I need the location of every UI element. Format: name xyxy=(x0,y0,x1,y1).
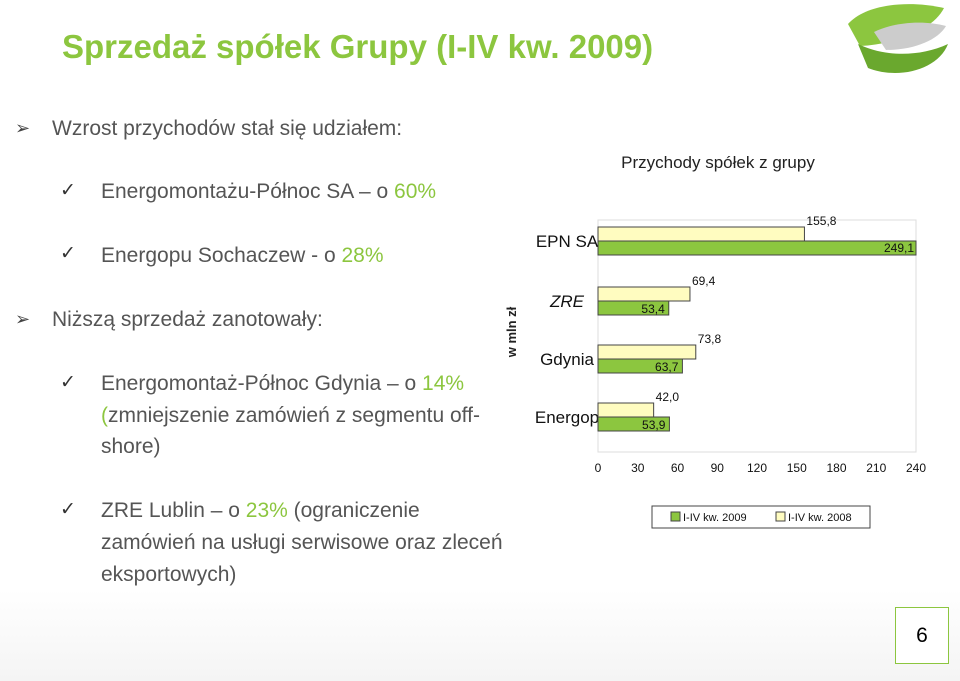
bullet-energomontaz-gdynia: Energomontaż-Północ Gdynia – o 14% xyxy=(101,373,464,394)
bullet-decline: Niższą sprzedaż zanotowały: xyxy=(52,308,323,331)
bullet-gdynia-detail-end: shore) xyxy=(101,435,161,458)
bar-2008 xyxy=(597,402,655,418)
slide-title: Sprzedaż spółek Grupy (I-IV kw. 2009) xyxy=(62,28,654,65)
x-tick-label: 90 xyxy=(711,461,725,475)
legend-box xyxy=(651,505,871,529)
bar-2009 xyxy=(597,300,670,316)
connector-text: – o xyxy=(353,180,395,203)
plot-area xyxy=(597,219,917,453)
paren-open: ( xyxy=(101,404,108,427)
x-tick-label: 240 xyxy=(906,461,926,475)
bullet-zre-detail-end: eksportowych) xyxy=(101,563,237,586)
data-label-2008: 42,0 xyxy=(656,390,680,404)
category-label: EPN SA xyxy=(536,232,599,251)
bar-2008 xyxy=(597,226,805,242)
arrow-bullet-icon: ➢ xyxy=(15,118,31,138)
category-label: Energop xyxy=(535,408,599,427)
bottom-shading xyxy=(0,590,960,681)
data-label-2008: 73,8 xyxy=(698,332,722,346)
data-label-2009: 63,7 xyxy=(655,360,679,374)
company-name: Energomontażu-Północ SA xyxy=(101,180,354,203)
page-number: 6 xyxy=(916,624,928,647)
company-logo xyxy=(848,4,948,74)
connector-text: – o xyxy=(381,372,423,395)
category-label: ZRE xyxy=(549,292,585,311)
x-tick-label: 180 xyxy=(826,461,846,475)
x-tick-label: 60 xyxy=(671,461,685,475)
data-label-2009: 53,9 xyxy=(642,418,666,432)
detail-text: zmniejszenie zamówień z segmentu off- xyxy=(108,404,480,427)
x-tick-label: 120 xyxy=(747,461,767,475)
company-name: Energomontaż-Północ Gdynia xyxy=(101,372,382,395)
bar-2008 xyxy=(597,344,697,360)
check-icon: ✓ xyxy=(60,372,76,393)
bullet-growth: Wzrost przychodów stał się udziałem: xyxy=(52,117,403,140)
check-icon: ✓ xyxy=(60,243,76,264)
legend-label-2009: I-IV kw. 2009 xyxy=(683,512,747,524)
bullet-gdynia-detail: (zmniejszenie zamówień z segmentu off- xyxy=(101,405,480,426)
legend-label-2008: I-IV kw. 2008 xyxy=(788,512,852,524)
decline-percent: 14% xyxy=(422,372,465,395)
bullet-zre-lublin: ZRE Lublin – o 23% (ograniczenie xyxy=(101,500,420,521)
bar-2008 xyxy=(597,286,691,302)
bar-2009 xyxy=(597,240,917,256)
x-tick-label: 30 xyxy=(631,461,645,475)
bullet-zre-detail: zamówień na usługi serwisowe oraz zleceń xyxy=(101,531,503,554)
company-name: Energopu Sochaczew - xyxy=(101,244,324,267)
connector-text: o xyxy=(323,244,342,267)
decline-percent: 23% xyxy=(245,499,288,522)
category-label: Gdynia xyxy=(540,350,594,369)
data-label-2009: 249,1 xyxy=(884,241,914,255)
growth-percent: 60% xyxy=(394,180,437,203)
x-tick-label: 0 xyxy=(595,461,602,475)
check-icon: ✓ xyxy=(60,180,76,201)
company-name: ZRE Lublin xyxy=(101,499,205,522)
detail-text: (ograniczenie xyxy=(287,499,420,522)
x-tick-label: 210 xyxy=(866,461,886,475)
page-number-box: 6 xyxy=(895,607,949,664)
bar-2009 xyxy=(597,416,670,432)
arrow-bullet-icon: ➢ xyxy=(15,309,31,329)
data-label-2008: 69,4 xyxy=(692,274,716,288)
data-label-2008: 155,8 xyxy=(806,214,836,228)
bar-2009 xyxy=(597,358,683,374)
chart-title: Przychody spółek z grupy xyxy=(621,153,815,172)
growth-percent: 28% xyxy=(341,244,384,267)
connector-text: – o xyxy=(204,499,246,522)
check-icon: ✓ xyxy=(60,499,76,520)
x-tick-label: 150 xyxy=(787,461,807,475)
data-label-2009: 53,4 xyxy=(641,302,665,316)
y-axis-label: w mln zł xyxy=(504,306,519,358)
legend-swatch-2009 xyxy=(670,511,681,522)
bullet-energopu-sochaczew: Energopu Sochaczew - o 28% xyxy=(101,245,384,266)
legend-swatch-2008 xyxy=(775,511,786,522)
bullet-energomontaz-polnoc: Energomontażu-Północ SA – o 60% xyxy=(101,181,436,202)
